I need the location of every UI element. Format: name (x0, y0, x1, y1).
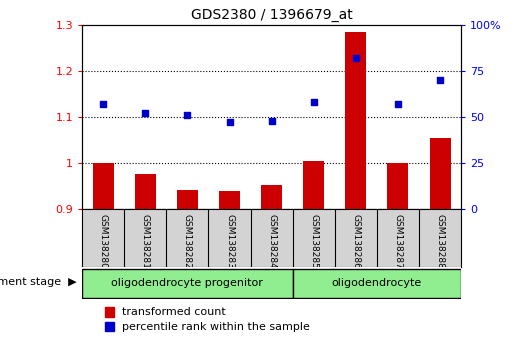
Bar (105, 307, 114, 317)
Point (267, 118, 276, 123)
Bar (105, 322, 114, 331)
Text: GSM138283: GSM138283 (225, 213, 234, 268)
Text: transformed count: transformed count (122, 307, 226, 317)
Title: GDS2380 / 1396679_at: GDS2380 / 1396679_at (191, 8, 352, 22)
Bar (135, 174, 156, 209)
Point (183, 112, 192, 118)
FancyBboxPatch shape (293, 269, 461, 297)
Point (141, 110, 149, 116)
Bar (219, 192, 240, 209)
Text: oligodendrocyte: oligodendrocyte (332, 278, 422, 288)
Text: GSM138282: GSM138282 (183, 213, 192, 268)
Bar (261, 185, 282, 209)
Point (225, 120, 234, 125)
Text: GSM138280: GSM138280 (99, 213, 108, 268)
Point (436, 77, 444, 83)
Bar (387, 163, 409, 209)
Text: oligodendrocyte progenitor: oligodendrocyte progenitor (111, 278, 263, 288)
Point (99, 101, 108, 107)
Text: GSM138281: GSM138281 (141, 213, 150, 268)
Text: development stage  ▶: development stage ▶ (0, 276, 77, 287)
Text: GSM138287: GSM138287 (393, 213, 402, 268)
Text: GSM138284: GSM138284 (267, 213, 276, 268)
Bar (429, 137, 450, 209)
Point (310, 99, 318, 105)
Point (351, 55, 360, 61)
Point (394, 101, 402, 107)
Bar (93, 163, 114, 209)
Text: GSM138286: GSM138286 (351, 213, 360, 268)
FancyBboxPatch shape (82, 269, 293, 297)
Bar (346, 32, 366, 209)
Text: GSM138285: GSM138285 (309, 213, 318, 268)
Text: percentile rank within the sample: percentile rank within the sample (122, 321, 310, 332)
Bar (177, 190, 198, 209)
Bar (303, 160, 324, 209)
Text: GSM138288: GSM138288 (436, 213, 445, 268)
